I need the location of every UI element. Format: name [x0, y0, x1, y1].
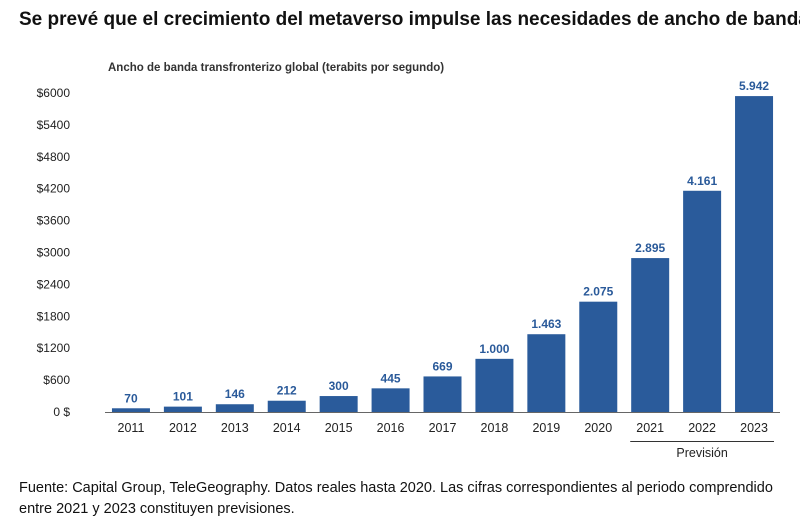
- data-label: 101: [173, 390, 193, 404]
- x-tick-label: 2018: [481, 421, 509, 435]
- forecast-label: Previsión: [676, 446, 727, 460]
- x-tick-label: 2019: [532, 421, 560, 435]
- x-tick-label: 2015: [325, 421, 353, 435]
- bar: [423, 376, 462, 412]
- y-axis: 0 $ $600 $1200 $1800 $2400 $3000 $3600 $4200 $48…: [37, 86, 71, 419]
- y-tick-label: 0 $: [53, 405, 70, 419]
- data-label: 212: [277, 384, 297, 398]
- y-tick-label: $6000: [37, 86, 71, 100]
- data-label: 2.895: [635, 241, 665, 255]
- x-tick-label: 2020: [584, 421, 612, 435]
- x-tick-label: 2023: [740, 421, 768, 435]
- y-tick-label: $2400: [37, 277, 71, 291]
- y-tick-label: $5400: [37, 118, 71, 132]
- chart-title: Se prevé que el crecimiento del metavers…: [19, 9, 800, 30]
- bar: [371, 388, 410, 412]
- bar: [579, 301, 618, 412]
- chart-subtitle: Ancho de banda transfronterizo global (t…: [108, 62, 445, 74]
- data-label: 5.942: [739, 79, 769, 93]
- y-tick-label: $1800: [37, 309, 71, 323]
- bar: [683, 190, 722, 412]
- data-label: 1.463: [531, 317, 561, 331]
- forecast-bracket: Previsión: [630, 441, 774, 460]
- bar: [267, 400, 306, 412]
- y-tick-label: $4200: [37, 182, 71, 196]
- x-tick-label: 2014: [273, 421, 301, 435]
- bar: [111, 408, 150, 412]
- bars: 70 101 146 212 300 445 669 1.000 1.463 2.075 2.895…: [111, 79, 774, 412]
- y-tick-label: $4800: [37, 150, 71, 164]
- x-tick-label: 2012: [169, 421, 197, 435]
- data-label: 146: [225, 387, 245, 401]
- data-label: 4.161: [687, 174, 717, 188]
- y-tick-label: $1200: [37, 341, 71, 355]
- x-tick-label: 2022: [688, 421, 716, 435]
- y-tick-label: $3000: [37, 246, 71, 260]
- bar: [631, 258, 670, 412]
- bar: [475, 358, 514, 412]
- x-tick-label: 2021: [636, 421, 664, 435]
- data-label: 300: [329, 379, 349, 393]
- bar: [215, 404, 254, 412]
- data-label: 70: [124, 391, 138, 405]
- x-tick-label: 2017: [429, 421, 457, 435]
- bar: [163, 406, 202, 412]
- x-axis: 2011 2012 2013 2014 2015 2016 2017 2018 2019 2020…: [105, 412, 780, 435]
- x-tick-label: 2013: [221, 421, 249, 435]
- y-tick-label: $600: [43, 373, 70, 387]
- bar-chart: 0 $ $600 $1200 $1800 $2400 $3000 $3600 $4200 $48…: [37, 79, 780, 460]
- footnote: Fuente: Capital Group, TeleGeography. Da…: [19, 480, 773, 517]
- x-tick-label: 2011: [118, 421, 145, 435]
- data-label: 2.075: [583, 285, 613, 299]
- x-tick-label: 2016: [377, 421, 405, 435]
- data-label: 1.000: [479, 342, 509, 356]
- data-label: 669: [432, 359, 452, 373]
- data-label: 445: [381, 371, 401, 385]
- y-tick-label: $3600: [37, 214, 71, 228]
- bar: [735, 96, 774, 412]
- bar: [319, 396, 358, 412]
- bar: [527, 334, 566, 412]
